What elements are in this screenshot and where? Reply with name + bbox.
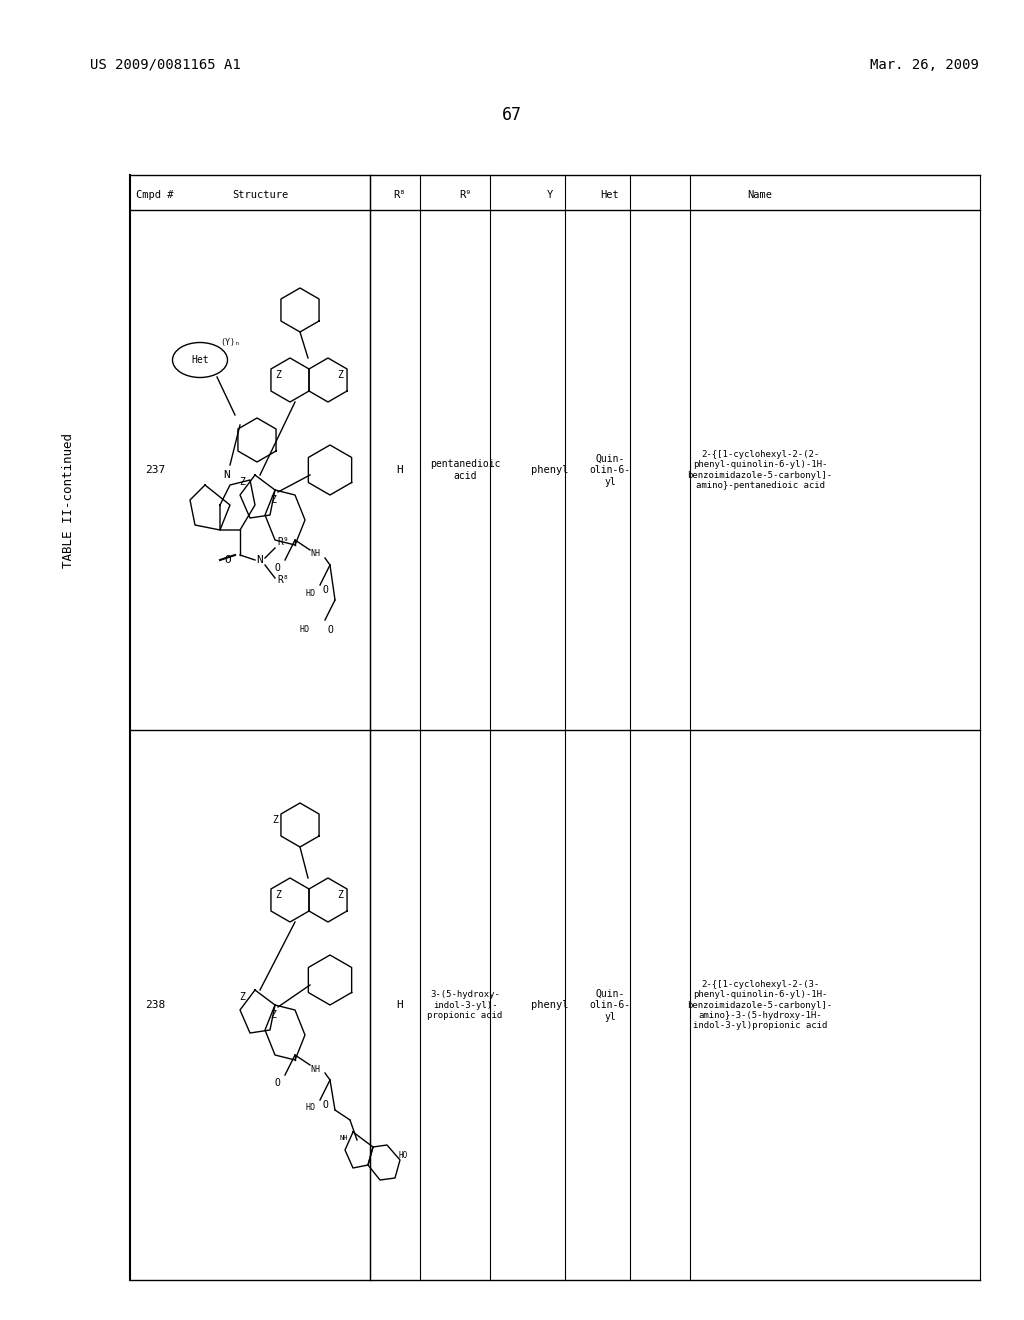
Text: Z: Z [270, 1010, 275, 1020]
Text: Mar. 26, 2009: Mar. 26, 2009 [870, 58, 979, 73]
Text: 237: 237 [144, 465, 165, 475]
Text: Structure: Structure [231, 190, 288, 201]
Text: pentanedioic
acid: pentanedioic acid [430, 459, 501, 480]
Text: R⁸: R⁸ [394, 190, 407, 201]
Text: 67: 67 [502, 106, 522, 124]
Text: phenyl: phenyl [531, 1001, 568, 1010]
Text: O: O [327, 624, 333, 635]
Text: Z: Z [270, 495, 275, 506]
Text: Z: Z [337, 890, 343, 900]
Text: (Y)ₙ: (Y)ₙ [220, 338, 240, 346]
Text: 2-{[1-cyclohexyl-2-(3-
phenyl-quinolin-6-yl)-1H-
benzoimidazole-5-carbonyl]-
ami: 2-{[1-cyclohexyl-2-(3- phenyl-quinolin-6… [687, 979, 833, 1031]
Text: R⁹: R⁹ [459, 190, 471, 201]
Text: phenyl: phenyl [531, 465, 568, 475]
Text: Name: Name [748, 190, 772, 201]
Text: O: O [323, 585, 328, 595]
Text: TABLE II-continued: TABLE II-continued [61, 433, 75, 568]
Text: HO: HO [398, 1151, 408, 1159]
Text: Het: Het [601, 190, 620, 201]
Text: NH: NH [310, 1064, 319, 1073]
Text: O: O [323, 1100, 328, 1110]
Text: US 2009/0081165 A1: US 2009/0081165 A1 [90, 58, 241, 73]
Text: N: N [257, 554, 263, 565]
Text: Quin-
olin-6-
yl: Quin- olin-6- yl [590, 453, 631, 487]
Text: Z: Z [275, 370, 281, 380]
Text: HO: HO [305, 589, 315, 598]
Text: O: O [274, 564, 280, 573]
Text: NH: NH [340, 1135, 348, 1140]
Text: H: H [396, 465, 403, 475]
Text: R⁸: R⁸ [278, 576, 289, 585]
Text: Quin-
olin-6-
yl: Quin- olin-6- yl [590, 989, 631, 1022]
Text: O: O [224, 554, 231, 565]
Text: Z: Z [275, 890, 281, 900]
Text: Cmpd #: Cmpd # [136, 190, 174, 201]
Text: HO: HO [305, 1104, 315, 1113]
Text: O: O [274, 1078, 280, 1088]
Text: HO: HO [300, 626, 310, 635]
Text: 3-(5-hydroxy-
indol-3-yl)-
propionic acid: 3-(5-hydroxy- indol-3-yl)- propionic aci… [427, 990, 503, 1020]
Text: H: H [396, 1001, 403, 1010]
Text: Z: Z [239, 993, 245, 1002]
Text: Z: Z [337, 370, 343, 380]
Text: 2-{[1-cyclohexyl-2-(2-
phenyl-quinolin-6-yl)-1H-
benzoimidazole-5-carbonyl]-
ami: 2-{[1-cyclohexyl-2-(2- phenyl-quinolin-6… [687, 450, 833, 490]
Text: R⁹: R⁹ [278, 537, 289, 546]
Text: Z: Z [239, 477, 245, 487]
Text: 238: 238 [144, 1001, 165, 1010]
Text: NH: NH [310, 549, 319, 558]
Text: N: N [223, 470, 230, 480]
Text: Het: Het [191, 355, 209, 366]
Text: Z: Z [272, 814, 278, 825]
Text: Y: Y [547, 190, 553, 201]
